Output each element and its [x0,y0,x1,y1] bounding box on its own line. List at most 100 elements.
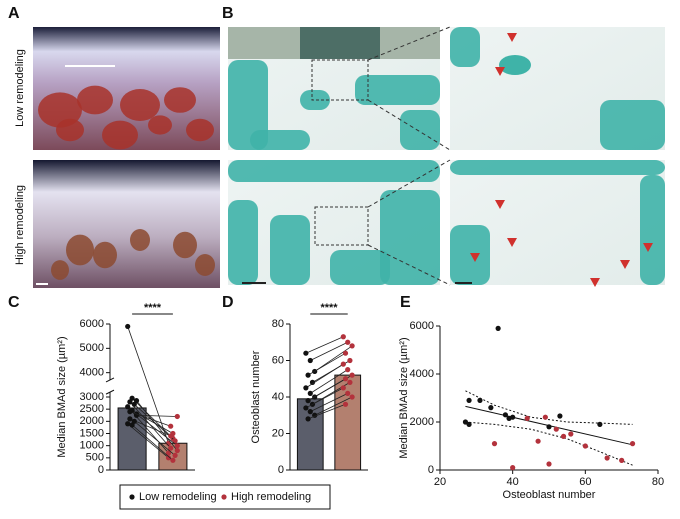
cartilage [300,27,380,59]
y-tick-label: 60 [272,354,284,366]
point [127,409,133,415]
bone [228,200,258,285]
y-tick-label: 4000 [410,368,434,380]
bone [270,215,310,285]
point [340,361,346,367]
bone [450,160,665,175]
y-tick-label: 0 [98,464,104,476]
point [172,452,178,458]
point [557,413,563,419]
legend-marker [129,494,135,500]
point [174,443,180,449]
y-tick-label: 20 [272,427,284,439]
marrow-region [148,115,172,135]
bone [330,250,390,285]
panel-label: E [400,294,411,311]
osteoblast-marker [507,33,517,42]
y-tick-label: 2000 [80,415,104,427]
point [131,401,137,407]
legend-label: High remodeling [231,491,311,503]
x-tick-label: 20 [434,476,446,488]
bone [400,110,440,150]
point [349,343,355,349]
inset-box [311,59,369,101]
point [170,457,176,463]
point [347,379,353,385]
point [345,339,351,345]
pair-line [129,411,171,427]
point [342,350,349,356]
pair-line [307,403,346,420]
y-tick-label: 5000 [80,342,104,354]
pair-line [305,336,344,354]
y-tick-label: 500 [86,452,104,464]
confidence-band [465,421,633,466]
panel-label: C [8,294,20,311]
point [303,385,309,391]
point [466,397,472,403]
y-tick-label: 3000 [80,391,104,403]
osteoblast-marker [495,67,505,76]
point [597,421,603,427]
row-label: High remodeling [14,185,26,265]
point [168,423,174,429]
pair-line [134,421,176,456]
bone [228,160,440,182]
zoom-line [367,244,451,286]
y-tick-label: 6000 [410,320,434,332]
point [546,424,552,430]
axis-break [105,389,115,395]
inset-box [314,206,369,246]
point [347,357,353,364]
bone [228,60,268,150]
osteoblast-marker [495,200,505,209]
point [174,447,180,454]
y-tick-label: 2500 [80,403,104,415]
row-label: Low remodeling [14,49,26,127]
point [305,372,311,378]
panel-label: D [222,294,234,311]
x-tick-label: 60 [579,476,591,488]
point [342,376,349,382]
bone [355,75,440,105]
point [510,414,516,420]
point [542,414,548,420]
bone [300,90,330,110]
point [303,405,309,411]
point [510,465,516,471]
marrow-region [186,118,214,142]
zoom-line [367,26,451,61]
bar [117,407,147,471]
osteoblast-marker [507,238,517,247]
pair-line [131,424,174,461]
osteoblast-marker [590,278,600,287]
point [165,455,172,461]
marrow-region [102,120,138,150]
point [125,421,131,427]
point [172,438,178,444]
point [560,433,567,439]
marrow-region [93,241,117,269]
point [125,323,131,330]
point [305,416,311,422]
y-tick-label: 4000 [80,367,104,379]
point [546,461,552,467]
point [307,357,313,364]
legend-marker [221,494,227,500]
point [168,433,174,439]
point [165,450,172,456]
bone [600,100,665,150]
pair-line [307,352,346,376]
point [349,372,355,378]
legend-label: Low remodeling [139,491,217,503]
point [174,413,180,420]
y-axis-title: Median BMAd size (µm²) [56,336,68,457]
point [477,397,483,403]
point [553,426,559,432]
point [307,390,313,396]
point [524,415,530,421]
pair-line [136,414,178,417]
x-tick-label: 80 [652,476,664,488]
pair-line [305,387,344,409]
pair-line [310,392,348,412]
